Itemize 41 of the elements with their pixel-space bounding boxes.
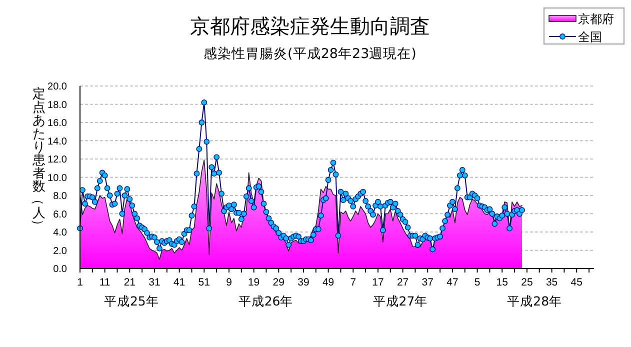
- legend-label: 京都府: [578, 12, 614, 26]
- y-tick-label: 6.0: [53, 209, 68, 220]
- x-tick-label: 15: [496, 276, 508, 288]
- y-tick-label: 2.0: [53, 246, 68, 257]
- y-tick-label: 8.0: [53, 191, 68, 202]
- x-tick-label: 51: [198, 276, 210, 288]
- y-tick-label: 20.0: [48, 82, 68, 92]
- text: 平成25年: [104, 294, 159, 308]
- y-tick-label: 0.0: [53, 264, 68, 275]
- y-tick-label: 12.0: [48, 154, 68, 166]
- y-tick-label: 16.0: [48, 118, 68, 129]
- x-tick-label: 31: [148, 276, 160, 288]
- x-tick-label: 9: [226, 276, 232, 288]
- x-tick-label: 45: [570, 276, 583, 288]
- text: 定点あたり患者数（人）: [30, 87, 46, 232]
- x-tick-label: 17: [372, 276, 384, 288]
- chart-subtitle: 感染性胃腸炎(平成28年23週現在): [204, 46, 416, 62]
- x-tick-label: 35: [546, 276, 558, 288]
- x-tick-label: 7: [350, 276, 356, 288]
- x-tick-label: 5: [474, 276, 480, 288]
- text: 平成28年: [507, 294, 562, 308]
- x-tick-label: 19: [248, 276, 260, 288]
- y-tick-label: 10.0: [48, 172, 68, 184]
- x-tick-label: 11: [99, 276, 110, 288]
- y-tick-label: 14.0: [48, 136, 68, 148]
- x-tick-label: 47: [446, 276, 458, 288]
- chart-title: 京都府感染症発生動向調査: [190, 14, 430, 38]
- x-tick-label: 25: [521, 276, 533, 288]
- x-tick-label: 41: [173, 276, 186, 288]
- x-tick-label: 21: [124, 276, 136, 288]
- x-tick-label: 29: [272, 276, 285, 288]
- y-tick-label: 4.0: [53, 228, 68, 238]
- x-tick-label: 37: [422, 276, 434, 288]
- x-tick-label: 27: [396, 276, 409, 288]
- y-tick-label: 18.0: [48, 100, 68, 111]
- text: 平成26年: [238, 294, 294, 308]
- x-tick-label: 39: [298, 276, 310, 288]
- x-tick-label: 49: [322, 276, 334, 288]
- x-tick-label: 1: [77, 276, 84, 288]
- text: 平成27年: [372, 294, 428, 308]
- legend-label: 全国: [578, 30, 602, 44]
